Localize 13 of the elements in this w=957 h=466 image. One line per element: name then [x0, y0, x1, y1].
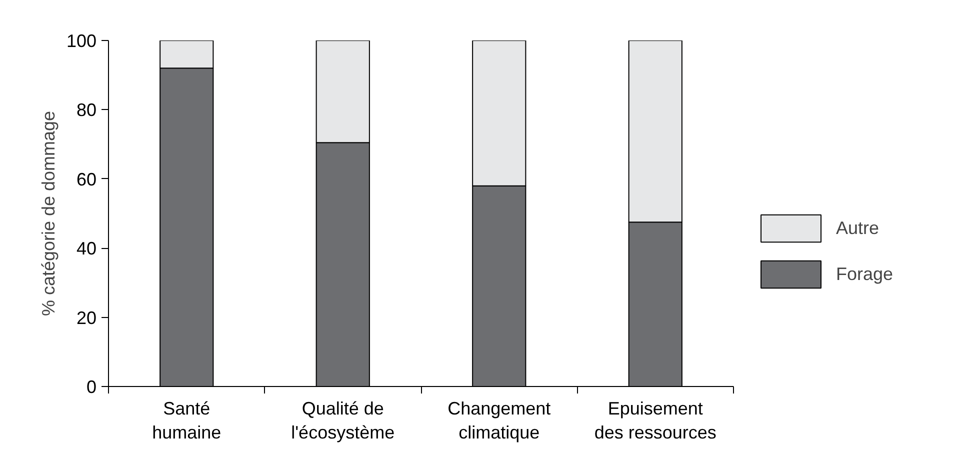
legend-label: Autre — [836, 218, 880, 238]
y-tick-label: 80 — [76, 100, 97, 120]
y-tick-label: 0 — [86, 377, 97, 397]
y-axis-title: % catégorie de dommage — [38, 110, 58, 316]
y-tick-label: 100 — [66, 31, 97, 51]
x-tick-label: Qualité de l'écosystème — [291, 398, 395, 442]
x-tick-label: Changement climatique — [448, 398, 551, 442]
y-tick-label: 20 — [76, 308, 97, 328]
legend-label: Forage — [836, 264, 894, 284]
y-tick-label: 60 — [76, 169, 97, 190]
y-tick-label: 40 — [76, 238, 97, 259]
x-tick-label: Epuisement des ressources — [594, 398, 716, 442]
x-tick-label: Santé humaine — [152, 398, 222, 442]
